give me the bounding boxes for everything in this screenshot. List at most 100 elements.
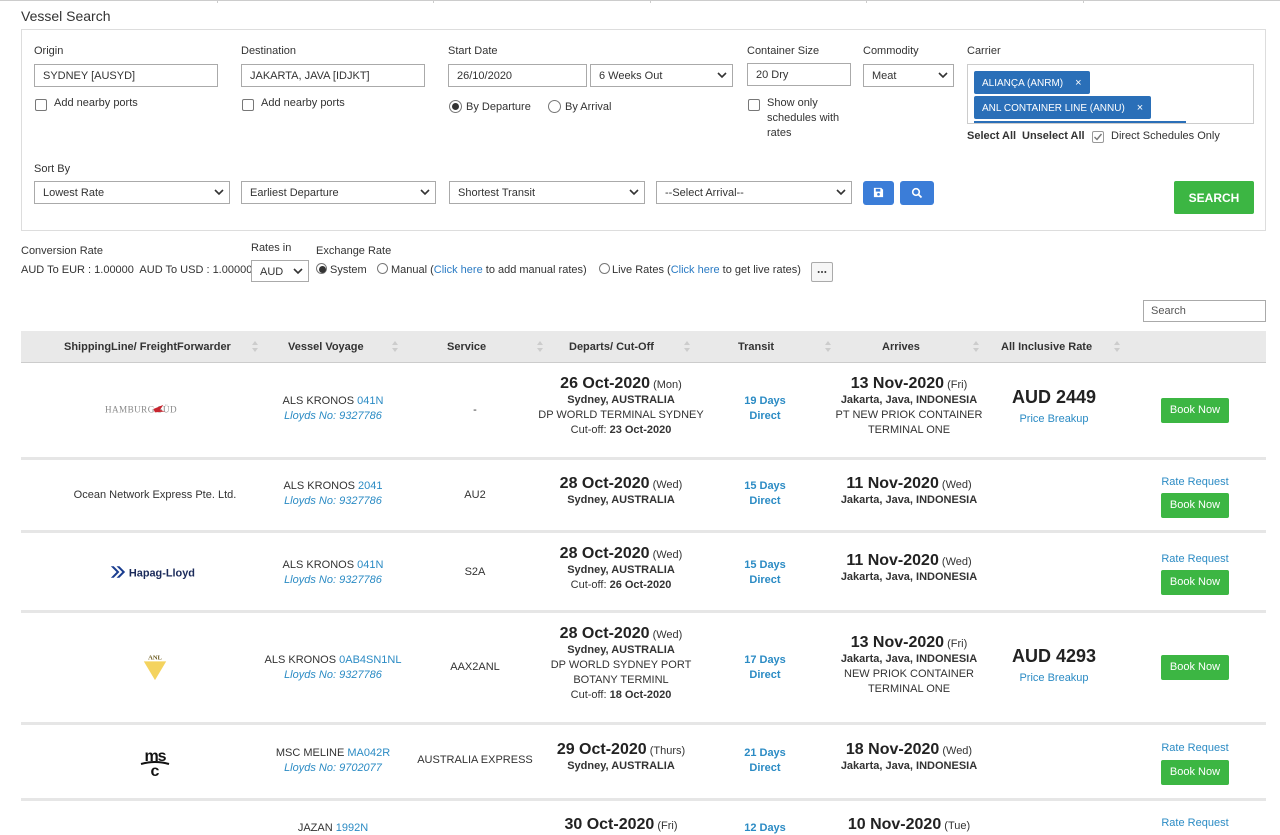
- container-size-input[interactable]: 20 Dry: [747, 63, 851, 86]
- sort-icon[interactable]: [683, 340, 691, 353]
- price-breakup-link[interactable]: Price Breakup: [1019, 672, 1089, 684]
- system-radio[interactable]: [316, 263, 327, 274]
- search-icon: [911, 187, 923, 199]
- header-shipping-line[interactable]: ShippingLine/ FreightForwarder: [64, 341, 231, 353]
- destination-label: Destination: [241, 45, 297, 57]
- voyage-link[interactable]: MA042R: [347, 747, 391, 759]
- departure-place: Sydney, AUSTRALIA: [567, 564, 675, 576]
- origin-input[interactable]: SYDNEY [AUSYD]: [34, 64, 218, 87]
- service: AUSTRALIA EXPRESS: [417, 754, 533, 766]
- arrival: 10 Nov-2020 (Tue): [829, 817, 989, 834]
- lloyds-number: Lloyds No: 9327786: [284, 574, 382, 586]
- arrival-dow: (Fri): [947, 379, 968, 391]
- header-rate[interactable]: All Inclusive Rate: [1001, 341, 1093, 353]
- logo-text: c: [151, 763, 160, 779]
- carrier-tag-annu[interactable]: ANL CONTAINER LINE (ANNU) ×: [974, 96, 1152, 119]
- voyage-link[interactable]: 041N: [357, 559, 384, 571]
- voyage-link[interactable]: 0AB4SN1NL: [339, 654, 402, 666]
- book-now-button[interactable]: Book Now: [1161, 398, 1229, 423]
- origin-nearby-checkbox[interactable]: [35, 99, 47, 111]
- price-breakup-link[interactable]: Price Breakup: [1019, 413, 1089, 425]
- logo-text: ms: [144, 748, 166, 765]
- header-arrives[interactable]: Arrives: [882, 341, 920, 353]
- anl-logo: ANL: [135, 653, 175, 686]
- arrival-date: 13 Nov-2020: [850, 375, 945, 392]
- search-button[interactable]: SEARCH: [1174, 181, 1254, 214]
- vessel-voyage: ALS KRONOS 2041 Lloyds No: 9327786: [243, 479, 423, 509]
- live-rates-link[interactable]: Click here: [670, 264, 720, 276]
- carrier-multiselect[interactable]: ALIANÇA (ANRM) × ANL CONTAINER LINE (ANNU…: [967, 64, 1254, 124]
- cutoff-label: Cut-off:: [570, 579, 610, 591]
- sort-icon[interactable]: [536, 340, 544, 353]
- header-service[interactable]: Service: [447, 341, 487, 353]
- book-now-button[interactable]: Book Now: [1161, 655, 1229, 680]
- transit-type: Direct: [749, 762, 781, 774]
- sort-rate-select[interactable]: Lowest Rate: [34, 181, 230, 204]
- manual-rates-link[interactable]: Click here: [433, 264, 483, 276]
- start-date-input[interactable]: 26/10/2020: [448, 64, 587, 87]
- close-icon[interactable]: ×: [1075, 77, 1082, 89]
- table-search-input[interactable]: Search: [1143, 300, 1266, 322]
- top-border: [0, 0, 1280, 3]
- arrival-place: Jakarta, Java, INDONESIA: [840, 760, 978, 772]
- manual-rate-text: Manual (Click here to add manual rates): [391, 264, 587, 276]
- more-options-button[interactable]: [811, 262, 833, 282]
- exchange-rate-label: Exchange Rate: [316, 245, 392, 257]
- rate-request-link[interactable]: Rate Request: [1161, 742, 1229, 754]
- sort-arrival-value: --Select Arrival--: [665, 187, 744, 199]
- destination-nearby-checkbox[interactable]: [242, 99, 254, 111]
- live-rates-radio[interactable]: [599, 263, 610, 274]
- unselect-all-link[interactable]: Unselect All: [1022, 130, 1085, 142]
- select-all-link[interactable]: Select All: [967, 130, 1017, 142]
- voyage-link[interactable]: 041N: [357, 395, 384, 407]
- sort-icon[interactable]: [391, 340, 399, 353]
- weeks-out-select[interactable]: 6 Weeks Out: [590, 64, 733, 87]
- by-departure-radio[interactable]: [449, 100, 462, 113]
- rate: AUD 4293 Price Breakup: [984, 647, 1124, 689]
- header-departs[interactable]: Departs/ Cut-Off: [569, 341, 654, 353]
- direct-only-label: Direct Schedules Only: [1111, 130, 1220, 142]
- rate-request-link[interactable]: Rate Request: [1161, 476, 1229, 488]
- book-now-button[interactable]: Book Now: [1161, 760, 1229, 785]
- service: -: [473, 404, 477, 416]
- sort-icon[interactable]: [1113, 340, 1121, 353]
- rate-request-link[interactable]: Rate Request: [1161, 817, 1229, 829]
- arrival-date: 13 Nov-2020: [850, 634, 945, 651]
- sort-icon[interactable]: [251, 340, 259, 353]
- sort-icon[interactable]: [824, 340, 832, 353]
- rates-in-value: AUD: [260, 266, 284, 278]
- voyage-link[interactable]: 2041: [358, 480, 383, 492]
- vessel-voyage: ALS KRONOS 0AB4SN1NL Lloyds No: 9327786: [243, 653, 423, 683]
- sort-transit-select[interactable]: Shortest Transit: [449, 181, 645, 204]
- carrier-tag-anrm[interactable]: ALIANÇA (ANRM) ×: [974, 71, 1090, 94]
- commodity-select[interactable]: Meat: [863, 64, 954, 87]
- rate-value: AUD 2449: [1011, 387, 1097, 407]
- transit-days: 19 Days: [744, 395, 786, 407]
- manual-radio[interactable]: [377, 263, 388, 274]
- sort-arrival-select[interactable]: --Select Arrival--: [656, 181, 852, 204]
- by-arrival-radio[interactable]: [548, 100, 561, 113]
- voyage-link[interactable]: 1992N: [335, 822, 369, 834]
- book-now-button[interactable]: Book Now: [1161, 570, 1229, 595]
- header-transit[interactable]: Transit: [738, 341, 775, 353]
- destination-input[interactable]: JAKARTA, JAVA [IDJKT]: [241, 64, 425, 87]
- search-icon-button[interactable]: [900, 181, 934, 205]
- departure-place: Sydney, AUSTRALIA: [567, 494, 675, 506]
- transit-days: 15 Days: [744, 559, 786, 571]
- book-now-button[interactable]: Book Now: [1161, 493, 1229, 518]
- close-icon[interactable]: ×: [1136, 102, 1144, 114]
- table-row: Ocean Network Express Pte. Ltd. ALS KRON…: [21, 460, 1266, 533]
- sort-departure-select[interactable]: Earliest Departure: [241, 181, 436, 204]
- rates-in-select[interactable]: AUD: [251, 260, 309, 282]
- arrival: 13 Nov-2020 (Fri) Jakarta, Java, INDONES…: [829, 376, 989, 438]
- save-button[interactable]: [863, 181, 894, 205]
- arrival-terminal: PT NEW PRIOK CONTAINER TERMINAL ONE: [835, 409, 983, 436]
- departure-date: 28 Oct-2020: [559, 545, 650, 562]
- by-departure-label: By Departure: [466, 101, 531, 113]
- rates-in-label: Rates in: [251, 242, 292, 254]
- rates-only-checkbox[interactable]: [748, 99, 760, 111]
- direct-only-checkbox[interactable]: [1092, 131, 1104, 143]
- header-vessel-voyage[interactable]: Vessel Voyage: [288, 341, 364, 353]
- sort-icon[interactable]: [972, 340, 980, 353]
- rate-request-link[interactable]: Rate Request: [1161, 553, 1229, 565]
